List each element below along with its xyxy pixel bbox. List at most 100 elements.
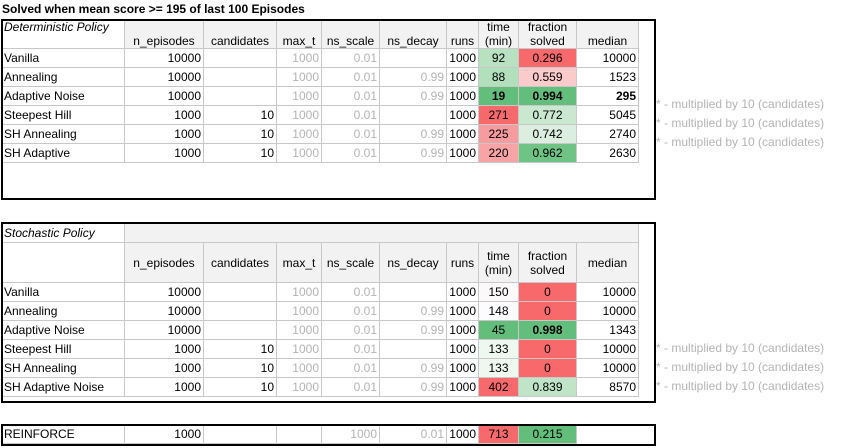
cell-max-t: 1000 bbox=[276, 124, 322, 144]
cell-runs: 1000 bbox=[446, 67, 479, 87]
cell-max-t: 1000 bbox=[276, 282, 322, 302]
cell-candidates: 10 bbox=[203, 358, 277, 378]
page-title: Solved when mean score >= 195 of last 10… bbox=[2, 2, 305, 16]
cell-time: 402 bbox=[478, 377, 519, 397]
reinforce-table: REINFORCE 1000 1000 0.01 1000 713 0.215 bbox=[1, 424, 639, 444]
cell-ns-scale: 0.01 bbox=[321, 67, 380, 87]
stochastic-header-band bbox=[124, 222, 639, 243]
stochastic-body: Stochastic Policy n_episodes candidates … bbox=[1, 222, 639, 397]
cell-ns-scale: 0.01 bbox=[321, 301, 380, 321]
row-name: Annealing bbox=[1, 67, 125, 87]
cell-fraction: 0.839 bbox=[518, 377, 577, 397]
header-fraction-line1: fraction bbox=[527, 20, 568, 34]
reinforce-max-t-blank bbox=[276, 424, 322, 444]
cell-ns-decay: 0.99 bbox=[379, 301, 447, 321]
cell-ns-scale: 0.01 bbox=[321, 124, 380, 144]
table-row: Steepest Hill 1000 10 1000 0.01 1000 271 0.772 5… bbox=[1, 105, 639, 125]
cell-candidates: 10 bbox=[203, 339, 277, 359]
header-candidates: candidates bbox=[203, 242, 277, 283]
reinforce-median-blank bbox=[577, 425, 639, 444]
cell-median: 10000 bbox=[576, 282, 639, 302]
cell-runs: 1000 bbox=[446, 301, 479, 321]
cell-fraction: 0.998 bbox=[518, 320, 577, 340]
cell-ns-decay bbox=[379, 339, 447, 359]
cell-median: 2630 bbox=[576, 143, 639, 163]
reinforce-fraction: 0.215 bbox=[518, 424, 577, 444]
cell-median: 10000 bbox=[576, 48, 639, 68]
cell-n-episodes: 1000 bbox=[124, 339, 204, 359]
cell-ns-scale: 0.01 bbox=[321, 48, 380, 68]
row-name: Annealing bbox=[1, 301, 125, 321]
cell-runs: 1000 bbox=[446, 86, 479, 106]
cell-runs: 1000 bbox=[446, 48, 479, 68]
cell-n-episodes: 10000 bbox=[124, 67, 204, 87]
cell-candidates: 10 bbox=[203, 124, 277, 144]
cell-ns-decay: 0.99 bbox=[379, 143, 447, 163]
candidates-note: * - multiplied by 10 (candidates) bbox=[656, 97, 825, 111]
row-name: Adaptive Noise bbox=[1, 320, 125, 340]
cell-time: 133 bbox=[478, 339, 519, 359]
cell-time: 92 bbox=[478, 48, 519, 68]
row-name: Vanilla bbox=[1, 282, 125, 302]
table-row: SH Annealing 1000 10 1000 0.01 0.99 1000 225 0.7… bbox=[1, 124, 639, 144]
cell-fraction: 0 bbox=[518, 358, 577, 378]
header-fraction-line2: solved bbox=[530, 34, 565, 48]
row-name: SH Annealing bbox=[1, 358, 125, 378]
cell-n-episodes: 10000 bbox=[124, 86, 204, 106]
cell-max-t: 1000 bbox=[276, 143, 322, 163]
cell-max-t: 1000 bbox=[276, 86, 322, 106]
candidates-note: * - multiplied by 10 (candidates) bbox=[656, 341, 825, 355]
cell-candidates: 10 bbox=[203, 377, 277, 397]
cell-candidates bbox=[203, 67, 277, 87]
header-n-episodes: n_episodes bbox=[124, 242, 204, 283]
table-row: Vanilla 10000 1000 0.01 1000 150 0 10000 bbox=[1, 282, 639, 302]
header-ns-decay: ns_decay bbox=[379, 19, 447, 49]
cell-max-t: 1000 bbox=[276, 320, 322, 340]
cell-n-episodes: 10000 bbox=[124, 301, 204, 321]
cell-time: 150 bbox=[478, 282, 519, 302]
cell-n-episodes: 10000 bbox=[124, 48, 204, 68]
cell-n-episodes: 1000 bbox=[124, 143, 204, 163]
cell-ns-scale: 0.01 bbox=[321, 339, 380, 359]
cell-ns-scale: 0.01 bbox=[321, 320, 380, 340]
cell-median: 10000 bbox=[576, 301, 639, 321]
cell-runs: 1000 bbox=[446, 124, 479, 144]
cell-ns-scale: 0.01 bbox=[321, 358, 380, 378]
cell-ns-scale: 0.01 bbox=[321, 86, 380, 106]
header-time-line1: time bbox=[487, 20, 510, 34]
header-fraction-line1: fraction bbox=[527, 248, 568, 263]
cell-time: 88 bbox=[478, 67, 519, 87]
header-ns-decay: ns_decay bbox=[379, 242, 447, 283]
cell-max-t: 1000 bbox=[276, 67, 322, 87]
cell-ns-decay bbox=[379, 105, 447, 125]
reinforce-n-episodes: 1000 bbox=[124, 424, 204, 444]
header-max-t: max_t bbox=[276, 19, 322, 49]
cell-runs: 1000 bbox=[446, 358, 479, 378]
cell-time: 271 bbox=[478, 105, 519, 125]
cell-time: 133 bbox=[478, 358, 519, 378]
row-name: Steepest Hill bbox=[1, 105, 125, 125]
reinforce-name: REINFORCE bbox=[1, 424, 125, 444]
table-row: SH Adaptive Noise 1000 10 1000 0.01 0.99 1000 4… bbox=[1, 377, 639, 397]
header-time: time (min) bbox=[478, 19, 519, 49]
cell-median: 2740 bbox=[576, 124, 639, 144]
header-fraction-line2: solved bbox=[530, 262, 565, 277]
cell-n-episodes: 1000 bbox=[124, 124, 204, 144]
reinforce-candidates bbox=[203, 424, 277, 444]
cell-ns-scale: 0.01 bbox=[321, 282, 380, 302]
deterministic-table: Deterministic Policy n_episodes candidat… bbox=[1, 19, 639, 163]
cell-runs: 1000 bbox=[446, 377, 479, 397]
table-row: Annealing 10000 1000 0.01 0.99 1000 88 0.559 152… bbox=[1, 67, 639, 87]
deterministic-label: Deterministic Policy bbox=[1, 19, 125, 49]
row-name: Adaptive Noise bbox=[1, 86, 125, 106]
row-name: SH Adaptive bbox=[1, 143, 125, 163]
cell-time: 45 bbox=[478, 320, 519, 340]
cell-median: 8570 bbox=[576, 377, 639, 397]
header-runs: runs bbox=[446, 242, 479, 283]
cell-ns-decay: 0.99 bbox=[379, 377, 447, 397]
cell-max-t: 1000 bbox=[276, 301, 322, 321]
cell-candidates: 10 bbox=[203, 105, 277, 125]
header-fraction: fraction solved bbox=[518, 242, 577, 283]
cell-ns-scale: 0.01 bbox=[321, 377, 380, 397]
header-max-t: max_t bbox=[276, 242, 322, 283]
